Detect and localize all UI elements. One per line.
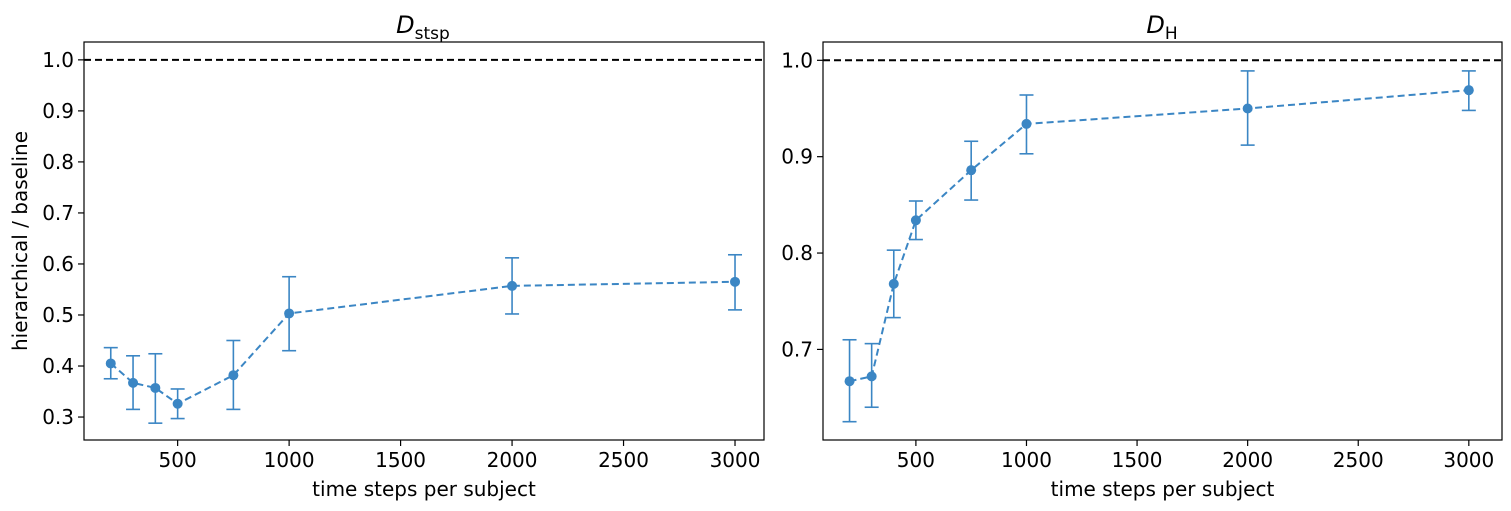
chart-title-subscript: stsp [415,24,450,44]
plot-frame [83,41,765,441]
x-tick-label: 1500 [1112,448,1163,472]
data-point [730,276,741,287]
chart-title: DH [1146,11,1177,44]
x-tick-label: 500 [897,448,935,472]
x-tick-label: 2000 [1222,448,1273,472]
data-point [910,215,921,226]
data-point [507,280,518,291]
chart-title-main: D [1146,11,1164,39]
x-tick-label: 2500 [1333,448,1384,472]
y-tick-label: 1.0 [42,48,74,72]
data-point [172,398,183,409]
chart-title-main: D [396,11,414,39]
y-tick-label: 0.4 [42,354,74,378]
y-tick-label: 0.7 [781,337,813,361]
chart-panel-1: Dstsp 500 1000 1500 2000 2500 3000 0.3 0.4 0.5 0.6… [8,11,765,501]
x-axis-label: time steps per subject [312,477,536,501]
y-tick-label: 1.0 [781,48,813,72]
y-tick-label: 0.3 [42,405,74,429]
series-line [110,280,736,405]
x-axis-label: time steps per subject [1051,477,1275,501]
data-point [966,165,977,176]
data-point [866,371,877,382]
x-tick-label: 3000 [710,448,761,472]
data-point [105,358,116,369]
series-line [849,89,1469,383]
x-tick-label: 2000 [487,448,538,472]
data-point [1242,103,1253,114]
data-point [888,278,899,289]
y-tick-label: 0.5 [42,303,74,327]
plot-frame [822,41,1503,441]
data-point [844,376,855,387]
data-point [228,370,239,381]
y-tick-label: 0.9 [781,145,813,169]
data-point [1021,118,1032,129]
chart-panel-2: DH 500 1000 1500 2000 2500 3000 0.7 0.8 0.9 1.0 tim… [781,11,1503,501]
chart-title-subscript: H [1165,24,1178,44]
y-axis-label: hierarchical / baseline [8,131,32,351]
data-point [1463,85,1474,96]
y-tick-label: 0.8 [781,241,813,265]
x-tick-label: 1000 [1001,448,1052,472]
chart-title: Dstsp [396,11,450,44]
x-tick-label: 500 [159,448,197,472]
y-tick-label: 0.7 [42,201,74,225]
data-point [284,308,295,319]
y-tick-label: 0.6 [42,252,74,276]
data-point [150,382,161,393]
y-tick-label: 0.8 [42,150,74,174]
x-tick-label: 2500 [598,448,649,472]
data-point [128,377,139,388]
x-tick-label: 1000 [264,448,315,472]
x-tick-label: 1500 [375,448,426,472]
y-tick-label: 0.9 [42,99,74,123]
x-tick-label: 3000 [1443,448,1494,472]
